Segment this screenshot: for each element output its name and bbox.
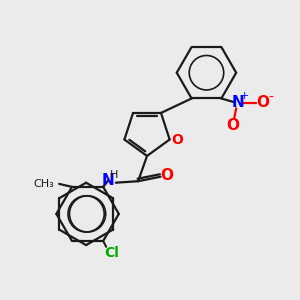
Text: -: - [269,91,274,105]
Text: H: H [110,170,118,180]
Text: Cl: Cl [104,246,119,260]
Text: N: N [231,95,244,110]
Text: O: O [227,118,240,133]
Text: O: O [171,133,183,146]
Text: O: O [160,168,173,183]
Text: N: N [102,173,115,188]
Text: CH₃: CH₃ [33,179,54,189]
Text: O: O [256,95,269,110]
Text: +: + [239,91,249,101]
